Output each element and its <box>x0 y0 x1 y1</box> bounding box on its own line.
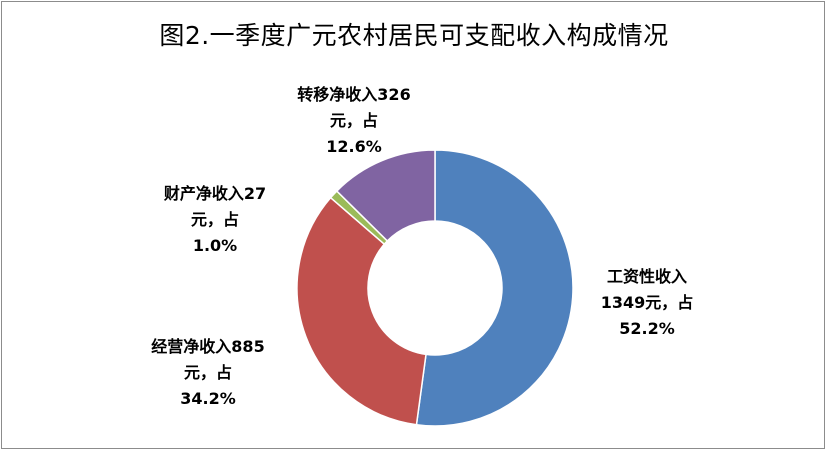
data-label-property: 财产净收入27 元，占 1.0% <box>163 184 267 255</box>
slice-transfer <box>335 149 436 242</box>
chart-title: 图2.一季度广元农村居民可支配收入构成情况 <box>159 21 669 50</box>
data-label-business: 经营净收入885 元，占 34.2% <box>151 337 265 408</box>
slice-wages <box>415 149 574 427</box>
slice-business <box>296 196 427 426</box>
data-label-wages: 工资性收入 1349元，占 52.2% <box>600 267 694 338</box>
data-label-transfer: 转移净收入326 元，占 12.6% <box>297 85 411 156</box>
